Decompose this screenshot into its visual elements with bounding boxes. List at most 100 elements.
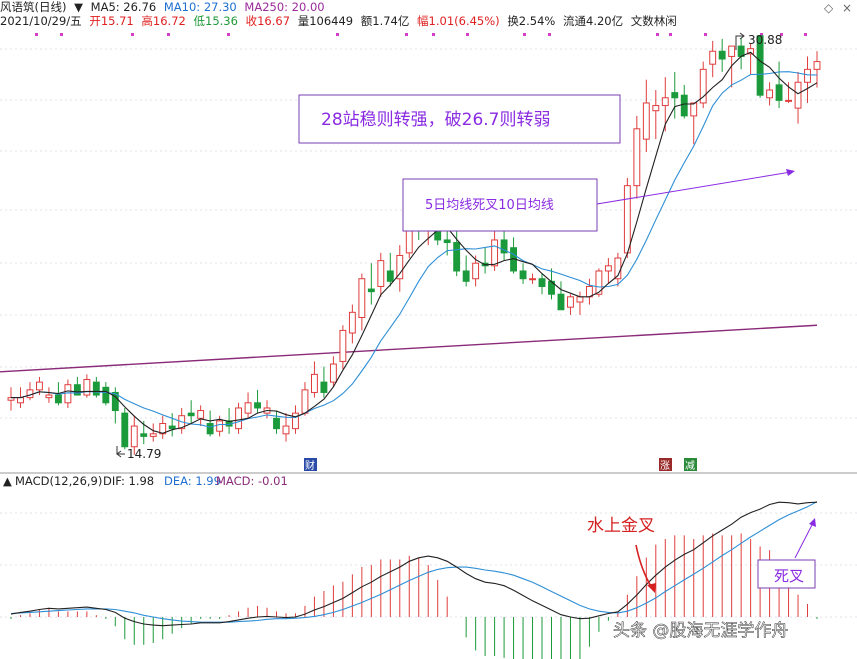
candle-body [216, 420, 224, 432]
candle [775, 61, 783, 109]
candle [7, 387, 15, 411]
svg-text:减: 减 [685, 460, 695, 472]
candle [766, 82, 774, 106]
close-icon[interactable]: × [842, 1, 853, 15]
candle [756, 35, 764, 98]
candle [519, 263, 527, 284]
candle [396, 245, 404, 292]
candle [604, 258, 612, 284]
candle-body [500, 239, 508, 254]
candle-body [775, 84, 783, 101]
candle [642, 79, 650, 153]
candle-body [310, 373, 318, 393]
candle [661, 77, 669, 132]
candle-body [718, 50, 726, 60]
ma10-line [11, 71, 818, 428]
candle-body [377, 260, 385, 287]
event-dot [669, 33, 672, 36]
event-dot [432, 33, 435, 36]
candle-body [529, 278, 536, 281]
svg-text:涨: 涨 [660, 460, 670, 472]
candle-body [64, 384, 72, 404]
candle [728, 45, 736, 88]
golden-cross-label: 水上金叉 [587, 516, 655, 536]
candle [149, 423, 157, 442]
candle-body [699, 68, 707, 104]
candle-body [168, 425, 176, 430]
candle [206, 410, 214, 437]
candle [329, 356, 337, 388]
event-dot [167, 33, 170, 36]
macd-dif: DIF: 1.98 [103, 474, 154, 488]
candle-body [567, 296, 574, 308]
annotation-text-2: 5日均线死叉10日均线 [425, 198, 554, 213]
candle [159, 415, 167, 439]
candle [301, 382, 309, 416]
candle-body [235, 407, 243, 430]
event-markers [35, 33, 807, 36]
candle-body [45, 394, 53, 399]
ma-dropdown-icon[interactable]: ▼ [74, 0, 83, 14]
event-dot [704, 33, 707, 36]
candle [26, 382, 34, 401]
candle-body [73, 384, 81, 396]
candle [348, 304, 356, 344]
low-value: 低15.36 [193, 14, 238, 28]
annotation-arrow-2 [596, 171, 792, 205]
candle [320, 366, 328, 398]
low-label: 14.79 [127, 447, 161, 461]
candle [386, 252, 394, 287]
open-value: 开15.71 [89, 14, 134, 28]
candle-body [348, 311, 356, 334]
event-dot [131, 33, 134, 36]
candle-body [206, 422, 214, 435]
candle [339, 325, 347, 370]
candle-body [367, 288, 375, 293]
badge-cai: 财 [304, 458, 317, 472]
candle [282, 413, 290, 442]
svg-text:财: 财 [305, 459, 315, 472]
candle [529, 273, 536, 284]
macd-value: MACD: -0.01 [216, 474, 288, 488]
candle-body [604, 265, 612, 272]
candle [652, 90, 660, 140]
arrow-head-2 [786, 169, 795, 176]
candle [747, 43, 755, 75]
candle-body [292, 412, 299, 430]
badge-zhang: 涨 [659, 458, 672, 472]
change-value: 幅1.01(6.45%) [417, 14, 500, 28]
candle [377, 252, 385, 297]
ma250-value: MA250: 20.00 [244, 0, 325, 14]
annotation-box-2 [402, 178, 598, 232]
event-dot [804, 33, 807, 36]
candle-body [92, 381, 100, 396]
annotation-box-1 [298, 94, 621, 144]
candle [690, 102, 698, 145]
diamond-icon[interactable]: ◇ [824, 1, 834, 15]
candle-body [282, 425, 290, 435]
candle-body [680, 94, 688, 117]
macd-name: MACD(12,26,9) [15, 474, 102, 488]
close-value: 收16.67 [245, 14, 291, 28]
macd-dea: DEA: 1.99 [164, 474, 221, 488]
candle [168, 413, 176, 437]
candle-body [557, 293, 565, 311]
volume-value: 量106449 [297, 14, 354, 28]
candle [83, 374, 91, 398]
candle-body [633, 128, 641, 187]
candle-body [756, 35, 764, 96]
death-cross-arrowhead [809, 518, 816, 527]
ma5-value: MA5: 26.76 [90, 0, 157, 14]
candle [785, 82, 792, 103]
candle [804, 56, 811, 103]
candle [310, 361, 318, 398]
candle-body [102, 386, 110, 404]
candle [121, 407, 129, 450]
annotation-text-1: 28站稳则转强，破26.7则转弱 [321, 110, 550, 130]
candle-body [804, 68, 811, 83]
candle [538, 273, 546, 295]
candle-body [17, 397, 24, 404]
candle-body [642, 102, 650, 140]
candle-body [130, 425, 138, 448]
